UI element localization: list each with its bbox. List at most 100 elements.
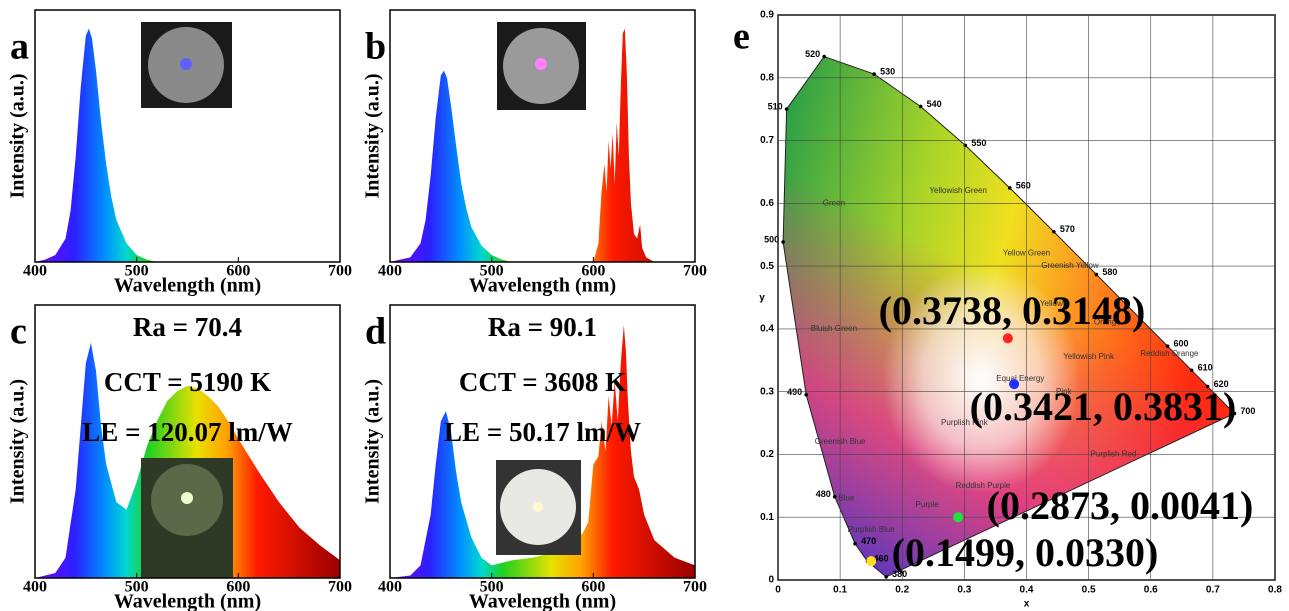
panel-letter: d [365,311,386,353]
wavelength-label: 530 [880,66,895,76]
y-axis-label: Intensity (a.u.) [362,379,384,504]
x-axis-label: Wavelength (nm) [114,275,261,297]
locus-dot [919,105,923,109]
figure: 400 500 600 700 Wavelength (nm) Intensity (a.… [0,0,1289,611]
locus-dot [804,393,808,397]
chromaticity-point [1003,333,1013,343]
wavelength-label: 580 [1102,267,1117,277]
wavelength-label: 540 [927,99,942,109]
locus-dot [1052,230,1056,234]
chromaticity-point [953,512,963,522]
panel-letter: c [10,311,27,353]
region-label: Purplish Red [1091,450,1137,459]
region-label: Yellowish Pink [1063,352,1115,361]
point-label: (0.1499, 0.0330) [892,530,1159,575]
y-tick-label: 0.5 [760,261,774,272]
wavelength-label: 570 [1060,224,1075,234]
x-axis-label: Wavelength (nm) [469,591,616,611]
wavelength-label: 500 [764,234,779,244]
wavelength-label: 700 [1240,406,1255,416]
wavelength-label: 520 [805,49,820,59]
annotation: CCT = 5190 K [104,367,271,397]
x-axis-label: x [1024,599,1030,610]
y-tick-label: 0.9 [760,10,774,21]
panel-letter: e [733,16,750,58]
chromaticity-point [866,556,876,566]
x-axis-label: Wavelength (nm) [469,275,616,297]
wavelength-label: 470 [861,536,876,546]
y-axis-label: y [759,293,765,304]
y-tick-label: 0 [768,575,774,586]
locus-dot [1190,369,1194,373]
region-label: Greenish Blue [815,437,866,446]
point-label: (0.3421, 0.3831) [970,384,1237,429]
x-tick-label: 0.4 [1020,585,1034,596]
locus-dot [1166,344,1170,348]
x-tick-label: 0.1 [833,585,847,596]
wavelength-label: 480 [816,489,831,499]
locus-dot [1095,273,1099,277]
region-label: Greenish Yellow [1041,261,1099,270]
x-tick-label: 0.5 [1082,585,1096,596]
x-axis-label: Wavelength (nm) [114,591,261,611]
locus-dot [833,495,837,499]
panel-letter: b [365,26,386,68]
annotation: CCT = 3608 K [459,367,626,397]
wavelength-label: 610 [1198,363,1213,373]
region-label: Purplish Blue [848,525,896,534]
annotation: LE = 120.07 lm/W [82,417,292,447]
y-tick-label: 0.4 [760,324,774,335]
x-tick-label: 400 [378,579,402,596]
region-label: Equal Energy [996,374,1044,383]
x-tick-label: 400 [378,263,402,280]
photo-inset [180,58,192,70]
y-tick-label: 0.6 [760,198,774,209]
y-axis-label: Intensity (a.u.) [7,73,29,198]
wavelength-label: 550 [971,138,986,148]
x-tick-label: 700 [328,579,352,596]
y-axis-label: Intensity (a.u.) [7,379,29,504]
photo-inset [535,58,547,70]
x-tick-label: 0.3 [957,585,971,596]
locus-dot [781,240,785,244]
y-axis-label: Intensity (a.u.) [362,73,384,198]
x-tick-label: 0 [775,585,781,596]
locus-dot [785,107,789,111]
region-label: Yellow Green [1003,249,1050,258]
locus-dot [884,575,888,579]
x-tick-label: 0.2 [895,585,909,596]
wavelength-label: 510 [768,101,783,111]
x-tick-label: 0.6 [1144,585,1158,596]
wavelength-label: 490 [787,387,802,397]
region-label: Purple [916,500,940,509]
panel-letter: a [10,26,29,68]
photo-inset [181,492,193,504]
x-tick-label: 0.8 [1268,585,1282,596]
y-tick-label: 0.8 [760,72,774,83]
locus-dot [1008,186,1012,190]
y-tick-label: 0.3 [760,386,774,397]
region-label: Blue [838,493,855,502]
x-tick-label: 400 [23,579,47,596]
wavelength-label: 600 [1174,339,1189,349]
x-tick-label: 700 [683,263,707,280]
region-label: Bluish Green [811,324,857,333]
y-tick-label: 0.2 [760,449,774,460]
locus-dot [853,542,857,546]
y-tick-label: 0.7 [760,135,774,146]
annotation: Ra = 70.4 [133,312,242,342]
point-label: (0.2873, 0.0041) [987,483,1254,528]
photo-inset [533,502,543,512]
x-tick-label: 0.7 [1206,585,1220,596]
x-tick-label: 400 [23,263,47,280]
y-tick-label: 0.1 [760,512,774,523]
point-label: (0.3738, 0.3148) [879,288,1146,333]
region-label: Green [823,198,845,207]
region-label: Yellowish Green [929,186,987,195]
x-tick-label: 700 [683,579,707,596]
x-tick-label: 700 [328,263,352,280]
annotation: LE = 50.17 lm/W [444,417,641,447]
annotation: Ra = 90.1 [488,312,597,342]
locus-dot [872,72,876,76]
locus-dot [822,55,826,59]
